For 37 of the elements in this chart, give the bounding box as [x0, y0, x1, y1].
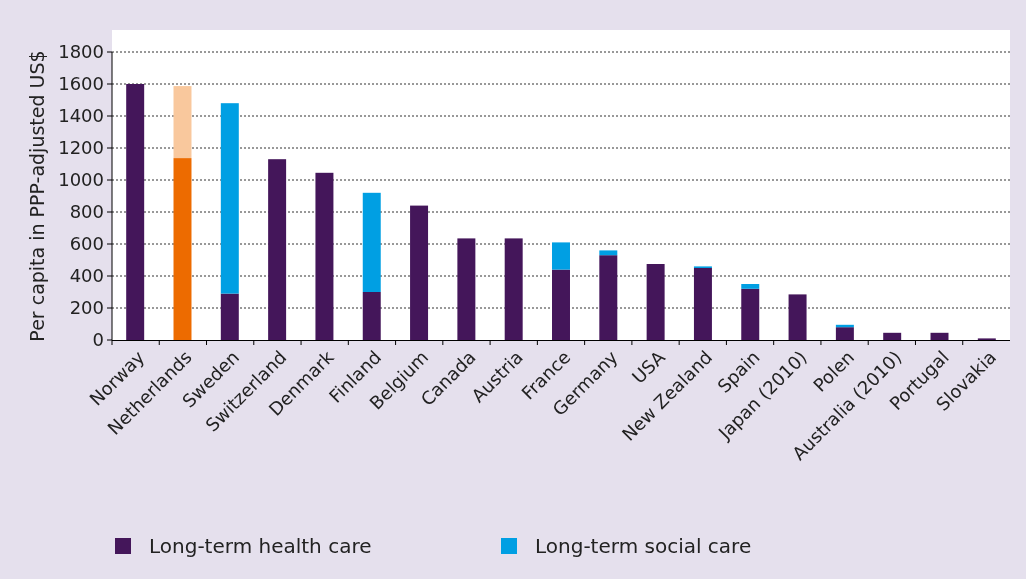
bar: [788, 294, 807, 340]
bar: [741, 284, 760, 289]
bar: [693, 268, 712, 340]
bar: [835, 327, 854, 340]
y-tick-label: 0: [92, 329, 104, 351]
bar: [883, 332, 902, 340]
bar: [362, 192, 381, 292]
legend-label: Long-term health care: [149, 534, 372, 558]
y-tick-label: 1800: [58, 41, 104, 63]
bar: [173, 86, 192, 159]
y-tick-label: 1200: [58, 137, 104, 159]
bar: [315, 172, 334, 340]
bar: [504, 238, 523, 340]
y-tick-label: 400: [69, 265, 104, 287]
bar: [220, 103, 239, 294]
bar: [552, 242, 570, 270]
bar: [220, 293, 239, 340]
y-tick-label: 1400: [58, 105, 104, 127]
bar: [268, 159, 287, 340]
y-tick-label: 200: [69, 297, 104, 319]
bar: [126, 84, 145, 340]
bar: [599, 250, 618, 256]
y-tick-label: 1000: [58, 169, 104, 191]
bar: [599, 255, 618, 340]
bar: [173, 158, 192, 340]
legend-label: Long-term social care: [535, 534, 752, 558]
bar: [410, 205, 429, 340]
bar: [930, 332, 949, 340]
bar: [457, 238, 476, 340]
bar: [741, 288, 760, 340]
bar: [362, 292, 381, 340]
bar: [646, 264, 665, 340]
y-tick-label: 800: [69, 201, 104, 223]
y-tick-label: 1600: [58, 73, 104, 95]
bar: [552, 269, 570, 340]
y-tick-label: 600: [69, 233, 104, 255]
y-axis-title: Per capita in PPP-adjusted US$: [26, 50, 48, 342]
